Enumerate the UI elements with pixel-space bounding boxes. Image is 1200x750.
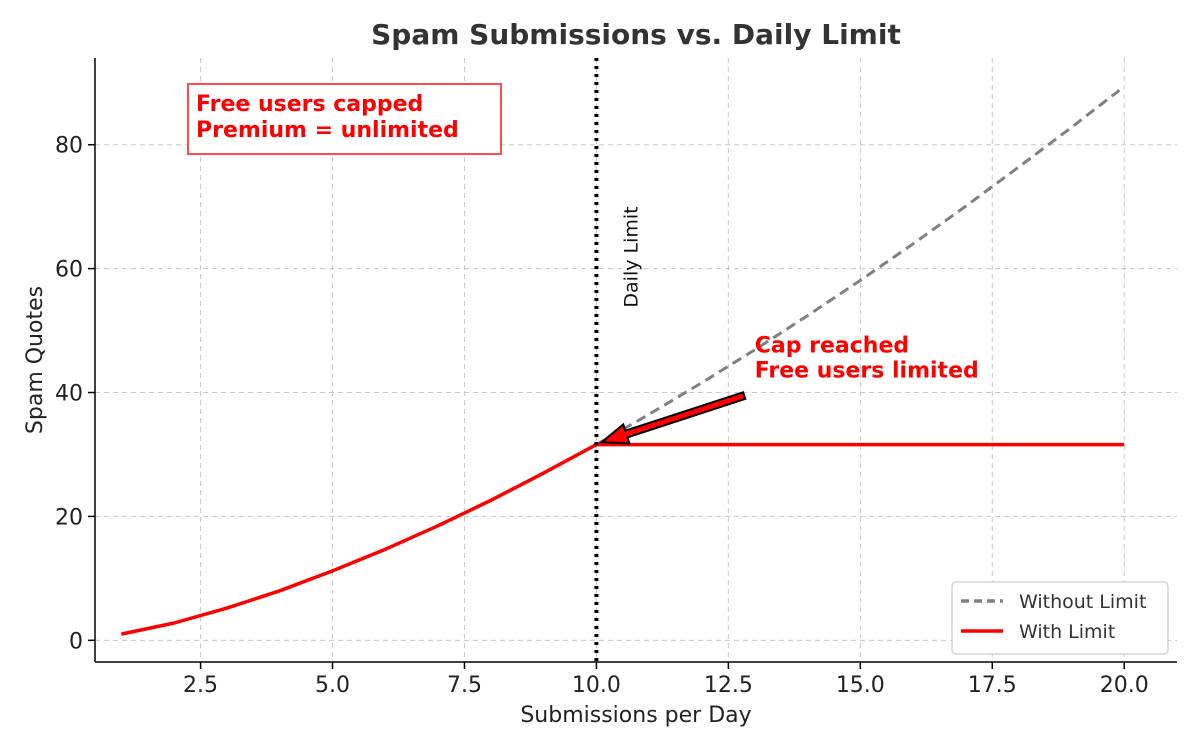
- legend-box: [951, 581, 1169, 655]
- axes: [94, 58, 1177, 663]
- annotation-arrow: [599, 391, 747, 445]
- x-axis-label: Submissions per Day: [520, 703, 751, 728]
- x-tick-label: 15.0: [836, 673, 885, 698]
- series-line-with-limit: [121, 442, 1125, 636]
- y-tick-label: 40: [55, 382, 83, 407]
- legend-label: Without Limit: [1019, 591, 1146, 613]
- y-tick-label: 20: [55, 505, 83, 530]
- vline-layer: Daily Limit: [594, 58, 642, 662]
- x-tick-label: 2.5: [183, 673, 218, 698]
- legend: Without Limit With Limit: [951, 581, 1169, 655]
- x-tick-label: 10.0: [572, 673, 621, 698]
- y-axis-label: Spam Quotes: [23, 286, 48, 434]
- ticks: 2.5 5.0 7.5 10.0 12.5 15.0 17.5 20.0 0 20 40 60 80: [55, 134, 1149, 698]
- legend-label: With Limit: [1019, 621, 1115, 643]
- annotations: Cap reached Free users limited Free users …: [187, 83, 979, 445]
- y-tick-label: 60: [55, 258, 83, 283]
- x-tick-label: 20.0: [1100, 673, 1149, 698]
- info-box-text: Free users capped Premium = unlimited: [196, 92, 459, 143]
- daily-limit-label: Daily Limit: [620, 206, 642, 307]
- x-tick-label: 5.0: [315, 673, 350, 698]
- cap-reached-annotation: Cap reached Free users limited: [755, 333, 979, 383]
- series-layer: [121, 85, 1126, 636]
- x-tick-label: 17.5: [968, 673, 1017, 698]
- y-tick-label: 80: [55, 134, 83, 159]
- chart-title: Spam Submissions vs. Daily Limit: [371, 18, 901, 51]
- x-tick-label: 12.5: [704, 673, 753, 698]
- y-tick-label: 0: [69, 629, 83, 654]
- x-tick-label: 7.5: [447, 673, 482, 698]
- info-box: [187, 83, 502, 155]
